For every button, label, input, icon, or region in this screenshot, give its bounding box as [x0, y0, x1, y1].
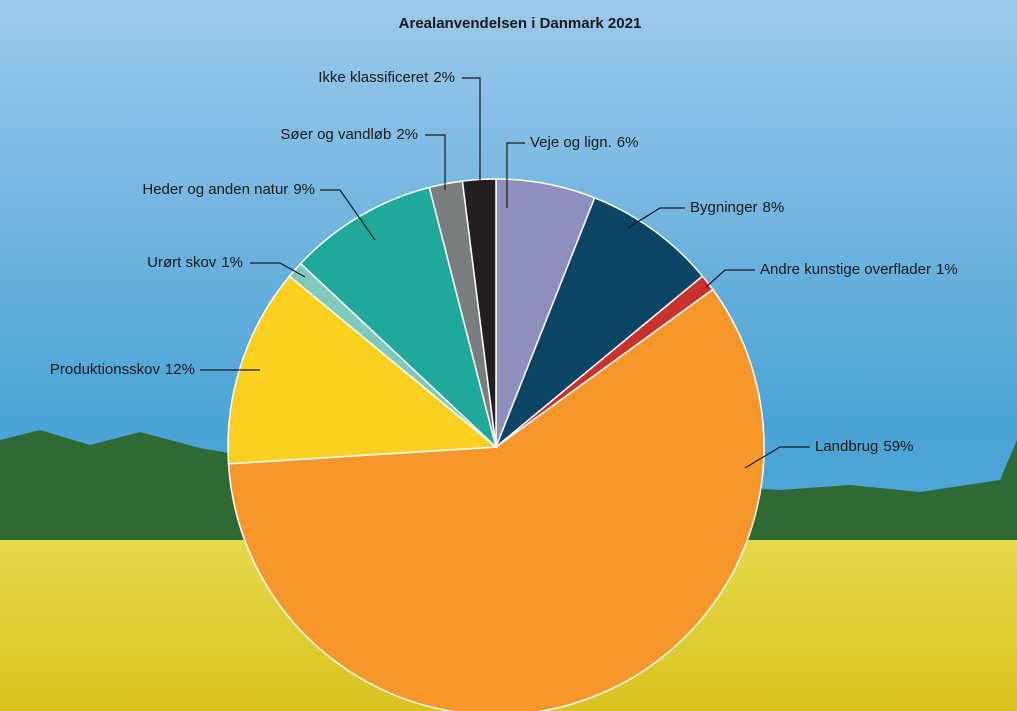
slice-label: Ikke klassificeret 2%	[318, 69, 455, 86]
leader-line	[250, 262, 306, 278]
slice-label: Heder og anden natur 9%	[142, 181, 315, 198]
value-label: 2%	[433, 69, 455, 86]
slice-label: Søer og vandløb 2%	[280, 126, 418, 143]
leader-line	[705, 269, 755, 288]
leader-line	[320, 189, 376, 241]
category-label: Andre kunstige overflader	[760, 261, 931, 278]
value-label: 12%	[165, 361, 195, 378]
slice-label: Veje og lign. 6%	[530, 134, 638, 151]
value-label: 1%	[936, 261, 958, 278]
category-label: Søer og vandløb	[280, 126, 391, 143]
slice-label: Landbrug 59%	[815, 438, 913, 455]
pie-slice	[227, 288, 765, 711]
leader-line	[425, 134, 446, 190]
leader-line	[744, 446, 810, 469]
slice-label: Andre kunstige overflader 1%	[760, 261, 958, 278]
category-label: Produktionsskov	[50, 361, 161, 378]
leader-line	[627, 207, 685, 229]
pie	[227, 178, 765, 711]
category-label: Veje og lign.	[530, 134, 612, 151]
value-label: 2%	[396, 126, 418, 143]
labels: Veje og lign. 6% Bygninger 8% Andre kunstige…	[50, 69, 958, 469]
category-label: Ikke klassificeret	[318, 69, 429, 86]
slice-label: Urørt skov 1%	[147, 254, 243, 271]
pie-slice	[299, 186, 498, 450]
value-label: 9%	[293, 181, 315, 198]
category-label: Urørt skov	[147, 254, 217, 271]
pie-slice	[461, 178, 497, 448]
value-label: 59%	[883, 438, 913, 455]
leader-line	[462, 77, 481, 185]
value-label: 1%	[221, 254, 243, 271]
pie-slice	[495, 196, 704, 448]
leader-line	[506, 142, 525, 208]
value-label: 6%	[617, 134, 639, 151]
category-label: Heder og anden natur	[142, 181, 288, 198]
chart-title: Arealanvendelsen i Danmark 2021	[399, 15, 642, 32]
category-label: Landbrug	[815, 438, 878, 455]
category-label: Bygninger	[690, 199, 758, 216]
slice-label: Produktionsskov 12%	[50, 361, 195, 378]
slice-label: Bygninger 8%	[690, 199, 784, 216]
value-label: 8%	[763, 199, 785, 216]
pie-slice	[227, 275, 498, 465]
